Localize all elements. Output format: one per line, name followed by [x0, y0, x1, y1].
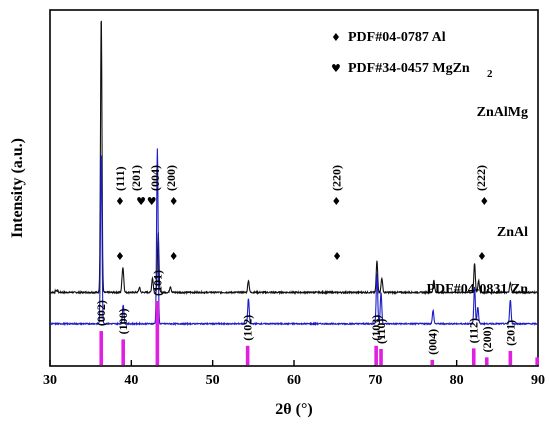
- phase-marker: ♦: [169, 195, 179, 208]
- hkl-label: (222): [474, 165, 488, 191]
- x-axis-ticks: 30 40 50 60 70 80 90: [43, 360, 545, 388]
- reference-peak-label: (101): [150, 270, 164, 296]
- phase-marker: ♥: [147, 195, 157, 208]
- series-label-znal: ZnAl: [497, 225, 528, 240]
- x-tick-label: 60: [287, 373, 301, 388]
- x-tick-label: 50: [206, 373, 220, 388]
- reference-peak-label: (102): [241, 315, 255, 341]
- series-line-znalmg: [49, 20, 539, 296]
- y-axis-label: Intensity (a.u.): [9, 138, 26, 238]
- x-tick-label: 40: [124, 373, 138, 388]
- legend-symbol-mgzn2: ♥: [331, 62, 341, 75]
- x-tick-label: 90: [531, 373, 545, 388]
- reference-bar: [374, 345, 378, 365]
- peak-annotations: ♦ ♥ ♥ ♦ ♦ ♦ ♦ ♦ ♦ ♦ (111) (201) (004) (200) (220) (222): [113, 165, 489, 263]
- legend-label-mgzn2-subscript: 2: [487, 68, 493, 80]
- hkl-label: (200): [164, 165, 178, 191]
- legend-label-al: PDF#04-0787 Al: [348, 30, 446, 45]
- reference-bar: [245, 345, 250, 365]
- hkl-label: (004): [148, 165, 162, 191]
- reference-bar: [535, 357, 539, 365]
- reference-peak-label: (002): [94, 300, 108, 326]
- reference-bar: [430, 359, 435, 365]
- reference-peak-label: (103): [369, 315, 383, 341]
- phase-marker: ♦: [169, 250, 179, 263]
- reference-peak-label: (004): [425, 329, 439, 355]
- phase-marker: ♦: [115, 250, 125, 263]
- reference-bar: [508, 350, 513, 365]
- reference-label-zn: PDF#04-0831 Zn: [427, 282, 529, 297]
- reference-bar: [121, 339, 125, 365]
- legend-symbol-al: ♦: [331, 31, 341, 44]
- phase-marker: ♦: [332, 250, 342, 263]
- reference-peak-label: (112): [467, 318, 481, 343]
- reference-bar: [155, 301, 160, 365]
- reference-peak-label: (110): [374, 319, 388, 344]
- reference-peak-label: (200): [480, 326, 494, 352]
- hkl-label: (111): [113, 166, 127, 191]
- legend-label-mgzn2: PDF#34-0457 MgZn: [348, 61, 470, 76]
- reference-pattern: (002) (100) (101) (102) (103)(110) (004) (112)…: [94, 270, 539, 365]
- hkl-label: (201): [129, 165, 143, 191]
- x-tick-label: 30: [43, 373, 57, 388]
- phase-marker: ♥: [136, 195, 146, 208]
- series-layer: [49, 20, 539, 327]
- reference-peak-label: (100): [116, 308, 130, 334]
- reference-bar: [99, 331, 104, 365]
- series-line-znal: [49, 148, 539, 327]
- phase-marker: ♦: [479, 195, 489, 208]
- legend: ♦ PDF#04-0787 Al ♥ PDF#34-0457 MgZn 2: [331, 30, 493, 80]
- phase-marker: ♦: [477, 250, 487, 263]
- phase-marker: ♦: [115, 195, 125, 208]
- x-tick-label: 80: [450, 373, 464, 388]
- reference-bar: [471, 348, 476, 365]
- reference-bar: [484, 357, 489, 365]
- reference-bar: [379, 349, 383, 365]
- series-label-znalmg: ZnAlMg: [477, 105, 528, 120]
- x-tick-label: 70: [368, 373, 382, 388]
- reference-peak-label: (201): [503, 320, 517, 346]
- x-axis-label: 2θ (°): [275, 401, 312, 418]
- hkl-label: (220): [329, 165, 343, 191]
- phase-marker: ♦: [331, 195, 341, 208]
